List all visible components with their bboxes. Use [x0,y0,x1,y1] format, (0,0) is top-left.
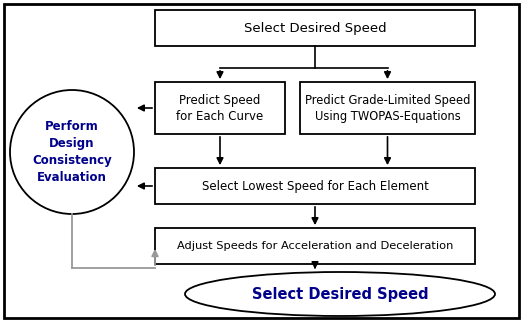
Text: Predict Speed
for Each Curve: Predict Speed for Each Curve [176,93,264,122]
Bar [155,228,475,264]
Text: Select Lowest Speed for Each Element: Select Lowest Speed for Each Element [201,179,428,193]
Text: Select Desired Speed: Select Desired Speed [244,22,386,34]
Text: Perform
Design
Consistency
Evaluation: Perform Design Consistency Evaluation [32,120,112,184]
Text: Adjust Speeds for Acceleration and Deceleration: Adjust Speeds for Acceleration and Decel… [177,241,453,251]
Bar [155,82,285,134]
Ellipse shape [10,90,134,214]
Ellipse shape [185,272,495,316]
Text: Predict Grade-Limited Speed
Using TWOPAS-Equations: Predict Grade-Limited Speed Using TWOPAS… [305,93,470,122]
Text: Select Desired Speed: Select Desired Speed [252,287,428,301]
Bar [155,10,475,46]
Bar [155,168,475,204]
Bar [300,82,475,134]
